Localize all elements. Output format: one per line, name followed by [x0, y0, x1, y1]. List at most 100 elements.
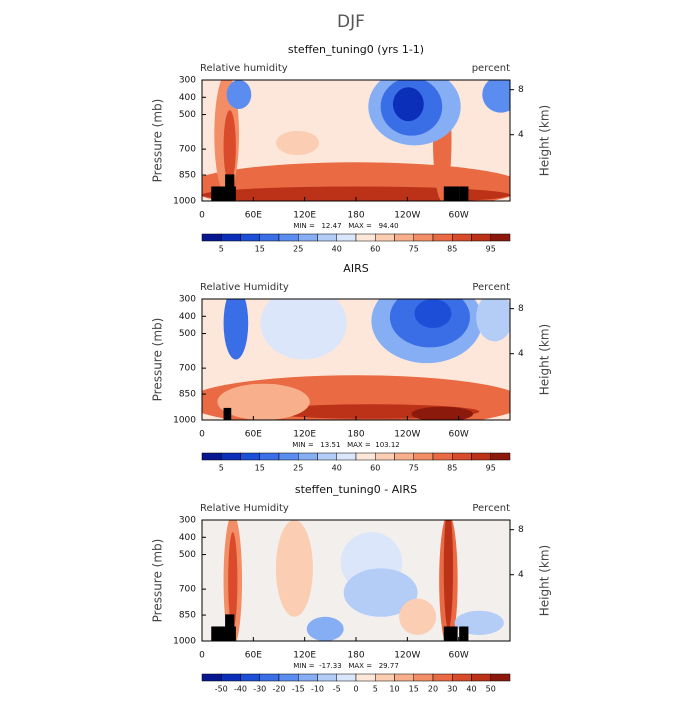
- colorbar-label: 85: [447, 464, 457, 473]
- colorbar-box: [355, 452, 376, 461]
- colorbar-label: 95: [486, 464, 496, 473]
- colorbar-label: 5: [219, 245, 224, 254]
- y-axis-label: Pressure (mb): [151, 539, 165, 623]
- colorbar-box: [490, 233, 511, 242]
- colorbar-label: 75: [409, 464, 419, 473]
- colorbar-box: [375, 233, 395, 242]
- x-tick-label: 60W: [448, 430, 468, 440]
- x-tick-label: 120W: [394, 430, 420, 440]
- contour-region: [414, 299, 452, 329]
- colorbar-box: [336, 233, 357, 242]
- colorbar-box: [336, 673, 357, 682]
- x-tick-label: 180: [347, 430, 364, 440]
- colorbar-box: [259, 452, 280, 461]
- colorbar-label: 30: [447, 685, 457, 694]
- colorbar-label: -15: [292, 685, 305, 694]
- contour-region: [482, 80, 510, 113]
- colorbar-box: [471, 233, 491, 242]
- x-tick-label: 120E: [293, 430, 316, 440]
- colorbar-box: [221, 673, 241, 682]
- colorbar-box: [317, 233, 337, 242]
- colorbar-box: [317, 673, 337, 682]
- colorbar-box: [240, 233, 260, 242]
- contour-region: [202, 162, 510, 201]
- colorbar-label: 25: [293, 245, 303, 254]
- topography: [225, 614, 235, 627]
- colorbar-label: -40: [234, 685, 247, 694]
- x-tick-label: 0: [199, 430, 205, 440]
- y-tick-label: 850: [179, 390, 196, 400]
- colorbar-box: [278, 452, 299, 461]
- colorbar-box: [490, 452, 511, 461]
- colorbar-box: [259, 673, 280, 682]
- contour-region: [443, 520, 454, 629]
- colorbar-label: -5: [333, 685, 341, 694]
- contour-region: [260, 299, 347, 360]
- field: [202, 80, 510, 201]
- colorbar-box: [375, 673, 395, 682]
- colorbar-box: [355, 233, 376, 242]
- colorbar-box: [278, 673, 299, 682]
- contour-region: [343, 568, 418, 617]
- colorbar-label: 75: [409, 245, 419, 254]
- left-label: Relative Humidity: [200, 282, 289, 293]
- colorbar-box: [298, 673, 318, 682]
- contour-region: [223, 110, 236, 183]
- x-tick-label: 60E: [245, 211, 262, 221]
- contour-field: [202, 80, 510, 201]
- colorbar-label: 20: [428, 685, 438, 694]
- colorbar-label: 15: [255, 245, 265, 254]
- topography: [223, 407, 232, 420]
- colorbar-box: [394, 452, 414, 461]
- y-tick-label: 700: [179, 145, 196, 155]
- colorbar-box: [413, 673, 434, 682]
- topography: [459, 626, 469, 641]
- colorbar-box: [201, 452, 222, 461]
- colorbar-label: 50: [486, 685, 496, 694]
- x-tick-label: 60E: [245, 651, 262, 661]
- colorbar-box: [432, 452, 453, 461]
- y-tick-label: 500: [179, 110, 196, 120]
- y-tick-label: 300: [179, 516, 196, 526]
- colorbar-label: -50: [215, 685, 228, 694]
- colorbar-box: [432, 233, 453, 242]
- colorbar-box: [221, 452, 241, 461]
- contour-region: [217, 383, 310, 420]
- y-tick-label: 1000: [173, 416, 196, 426]
- y2-tick-label: 8: [518, 525, 524, 535]
- y-tick-label: 300: [179, 295, 196, 305]
- field: [202, 299, 510, 420]
- colorbar-box: [394, 233, 414, 242]
- y2-tick-label: 4: [518, 349, 524, 359]
- stats: MIN = -17.33 MAX = 29.77: [293, 662, 399, 670]
- contour-region: [476, 299, 510, 342]
- colorbar-box: [355, 673, 376, 682]
- colorbar-box: [336, 452, 357, 461]
- x-tick-label: 120E: [293, 651, 316, 661]
- colorbar-box: [394, 673, 414, 682]
- y-tick-label: 700: [179, 585, 196, 595]
- contour-region: [399, 598, 437, 635]
- y-tick-label: 500: [179, 550, 196, 560]
- y2-tick-label: 8: [518, 304, 524, 314]
- y-tick-label: 1000: [173, 637, 196, 647]
- right-label: percent: [472, 63, 510, 74]
- colorbar-box: [201, 233, 222, 242]
- colorbar-label: 60: [370, 245, 380, 254]
- y2-tick-label: 8: [518, 85, 524, 95]
- x-tick-label: 60W: [448, 651, 468, 661]
- colorbar-box: [432, 673, 453, 682]
- topography: [443, 626, 458, 641]
- colorbar-box: [413, 233, 434, 242]
- y2-axis-label: Height (km): [538, 324, 552, 395]
- colorbar-box: [240, 452, 260, 461]
- topography: [443, 186, 460, 201]
- colorbar-label: -30: [253, 685, 266, 694]
- contour-region: [228, 532, 238, 629]
- colorbar-label: 0: [353, 685, 358, 694]
- contour-region: [275, 520, 313, 617]
- colorbar-label: 5: [373, 685, 378, 694]
- colorbar-box: [317, 452, 337, 461]
- x-tick-label: 120W: [394, 211, 420, 221]
